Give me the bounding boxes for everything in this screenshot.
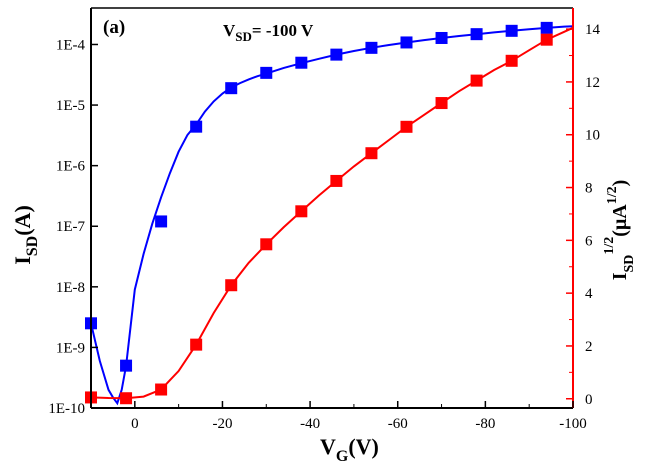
- series-2-marker: [540, 33, 553, 46]
- right-y-tick-label: 4: [585, 286, 593, 302]
- right-title-sub: SD: [622, 255, 637, 273]
- right-y-tick-label: 8: [585, 181, 593, 197]
- series-2-marker: [190, 338, 203, 351]
- x-title-paren: (V): [348, 434, 379, 459]
- series-1-marker: [260, 66, 273, 79]
- series-1-marker: [365, 41, 378, 54]
- right-y-axis-title: ISD1/2(μA1/2): [602, 180, 637, 281]
- series-1-marker: [225, 82, 238, 95]
- right-y-tick-label: 6: [585, 233, 593, 249]
- series-2-marker: [470, 74, 483, 87]
- x-title-main: V: [320, 434, 336, 459]
- series-1-marker: [470, 28, 483, 41]
- left-y-tick-label: 1E-8: [56, 280, 85, 296]
- right-y-tick-label: 2: [585, 339, 593, 355]
- series-1-marker: [400, 36, 413, 49]
- series-2-marker: [225, 279, 238, 292]
- left-title-sub: SD: [24, 236, 41, 256]
- series-2-marker: [155, 383, 168, 396]
- right-y-tick-label: 10: [585, 128, 600, 144]
- left-y-tick-label: 1E-10: [48, 401, 85, 417]
- left-title-paren: (A): [10, 205, 35, 236]
- series-2-marker: [260, 238, 273, 251]
- left-y-tick-label: 1E-7: [56, 219, 86, 235]
- right-title-paren-close: ): [609, 180, 631, 187]
- right-y-tick-label: 12: [585, 75, 600, 91]
- annotation-rest: = -100 V: [252, 21, 314, 40]
- x-title-sub: G: [336, 448, 349, 465]
- bias-annotation: VSD= -100 V: [223, 21, 314, 44]
- x-tick-label: -60: [388, 416, 408, 432]
- series-2-marker: [120, 392, 133, 405]
- series-1-marker: [120, 359, 133, 372]
- right-title-unit-sup: 1/2: [605, 186, 620, 204]
- series-2-marker: [400, 120, 413, 133]
- left-y-tick-label: 1E-4: [56, 37, 86, 53]
- right-y-tick-label: 14: [585, 22, 601, 38]
- left-y-axis-title: ISD(A): [10, 205, 41, 265]
- series-1-marker: [505, 24, 518, 37]
- x-tick-label: -80: [475, 416, 495, 432]
- right-title-paren-open: (: [609, 230, 631, 237]
- series-1-marker: [155, 215, 168, 228]
- panel-label: (a): [103, 17, 125, 38]
- series-2-marker: [295, 205, 308, 218]
- series-1-line: [90, 25, 574, 406]
- left-y-tick-label: 1E-6: [56, 159, 86, 175]
- series-1-marker: [295, 56, 308, 69]
- left-title-main: I: [10, 256, 35, 265]
- x-tick-label: -100: [559, 416, 587, 432]
- series-2-marker: [505, 54, 518, 67]
- series-1-marker: [330, 48, 343, 61]
- x-tick-label: 0: [131, 416, 139, 432]
- right-title-unit: μA: [609, 204, 631, 230]
- series-1-marker: [435, 31, 448, 44]
- left-y-tick-label: 1E-5: [56, 98, 85, 114]
- x-tick-label: -20: [212, 416, 232, 432]
- series-2-marker: [365, 147, 378, 160]
- right-title-sup: 1/2: [602, 237, 617, 255]
- annotation-sub: SD: [235, 29, 252, 44]
- right-title-main: I: [609, 272, 631, 280]
- axes-layer: 0 -20 -40 -60 -80 -100 1E-10 1E-9 1E-8 1E-7 1E-6 1E…: [48, 7, 601, 432]
- annotation-main: V: [223, 21, 236, 40]
- x-tick-label: -40: [300, 416, 320, 432]
- series-2-marker: [330, 174, 343, 187]
- left-y-tick-label: 1E-9: [56, 340, 85, 356]
- series-2-marker: [435, 97, 448, 110]
- series-1-marker: [540, 21, 553, 34]
- series-1-marker: [190, 120, 203, 133]
- x-axis-title: VG(V): [320, 434, 379, 465]
- right-y-tick-label: 0: [585, 392, 593, 408]
